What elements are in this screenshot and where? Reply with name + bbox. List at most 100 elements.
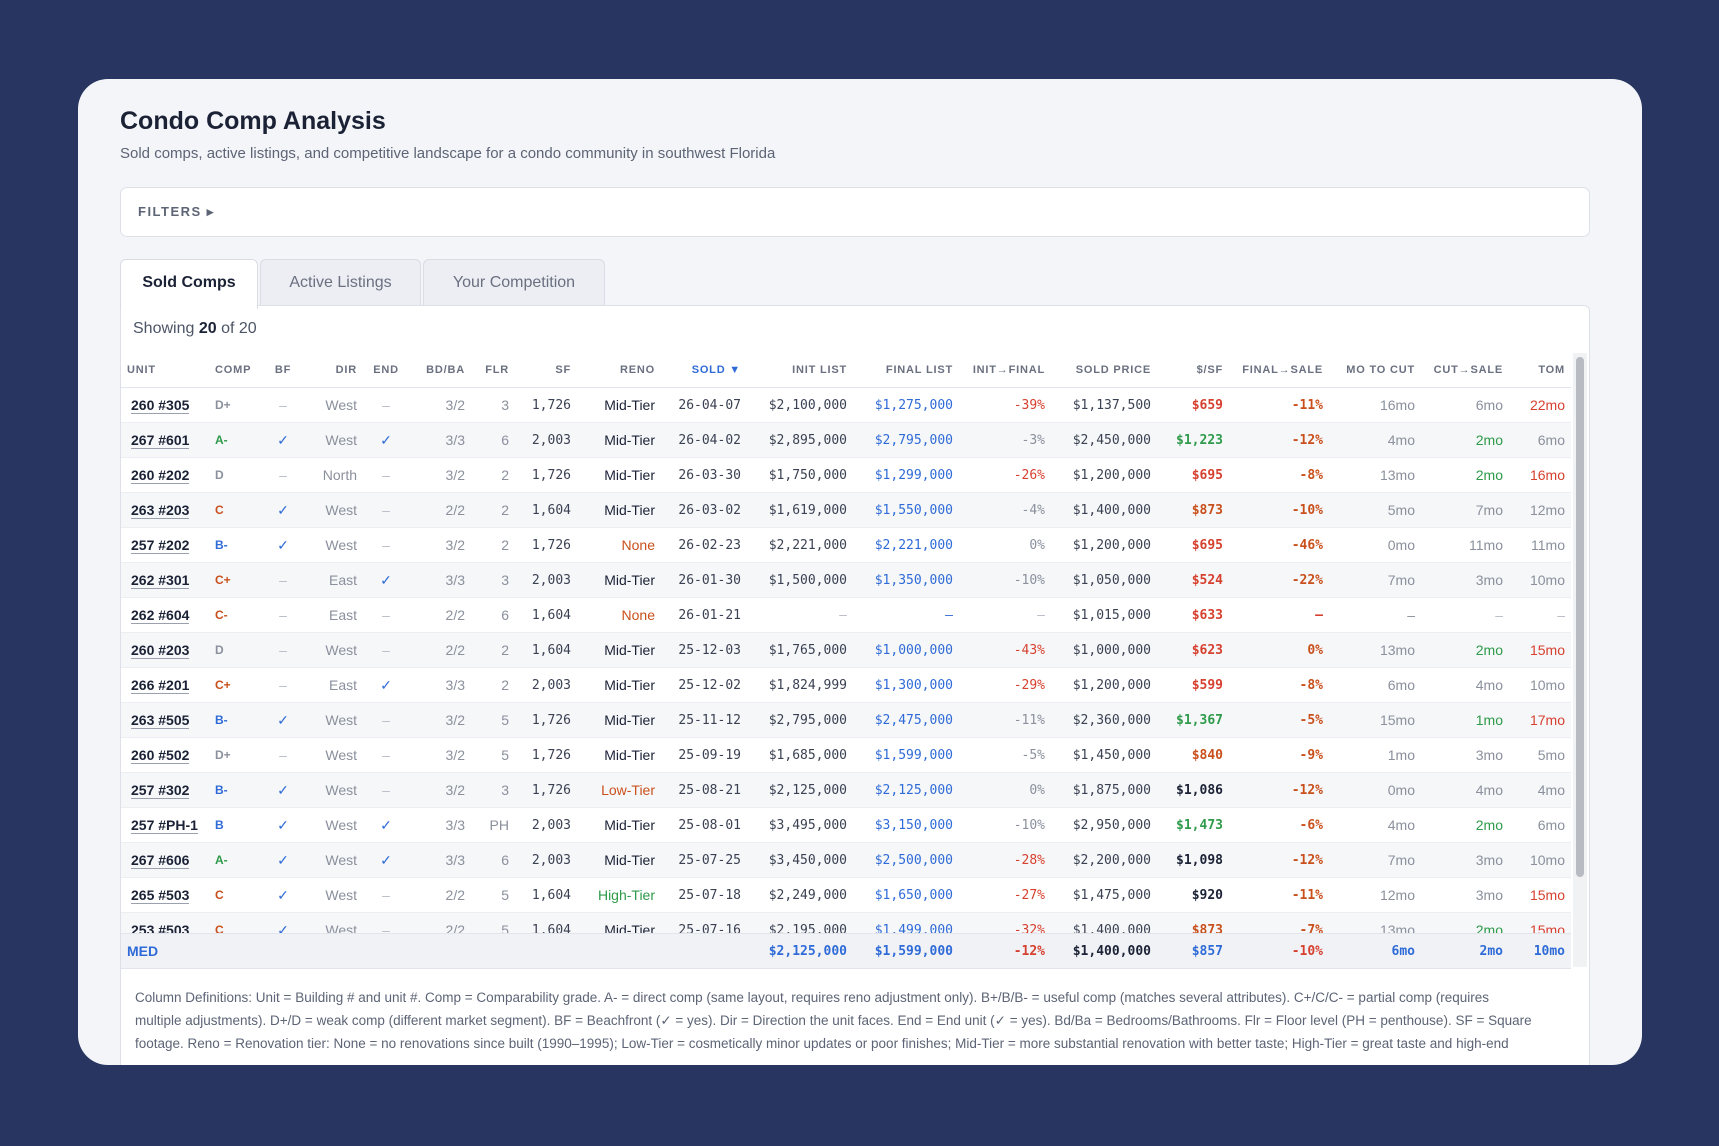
cell-per-sf: $1,098 (1157, 842, 1229, 878)
cell-dir: West (301, 842, 363, 878)
col-header-bdba[interactable]: BD/BA (409, 353, 471, 388)
col-header-sold[interactable]: SOLD ▼ (661, 353, 747, 388)
cell-comp: D (209, 457, 265, 493)
cell-unit[interactable]: 257 #302 (121, 772, 209, 808)
tab-your-competition[interactable]: Your Competition (423, 259, 605, 307)
tab-sold-comps[interactable]: Sold Comps (120, 259, 258, 309)
cell-init-list: $2,100,000 (747, 387, 853, 423)
cell-unit[interactable]: 260 #202 (121, 457, 209, 493)
table-row[interactable]: 260 #305 D+ – West –3/2 3 1,726 Mid-Tier 26-04-0… (121, 387, 1571, 423)
comps-table: UNIT COMP BF DIR END BD/BA FLR SF RENO SOLD ▼ INIT… (121, 353, 1571, 933)
cell-dir: West (301, 527, 363, 563)
cell-dir: West (301, 702, 363, 738)
cell-unit[interactable]: 267 #601 (121, 422, 209, 458)
cell-unit[interactable]: 262 #301 (121, 562, 209, 598)
cell-cut-sale: 2mo (1421, 632, 1509, 668)
table-row[interactable]: 265 #503 C ✓ West –2/2 5 1,604 High-Tier 25-07-1… (121, 877, 1571, 913)
col-header-bf[interactable]: BF (265, 353, 301, 388)
col-header-reno[interactable]: RENO (577, 353, 661, 388)
cell-bdba: 3/2 (409, 737, 471, 773)
cell-unit[interactable]: 262 #604 (121, 597, 209, 633)
cell-unit[interactable]: 260 #203 (121, 632, 209, 668)
table-scrollbar[interactable] (1573, 353, 1587, 967)
table-row[interactable]: 267 #601 A- ✓ West ✓ 3/3 6 2,003 Mid-Tier 26-04-0… (121, 422, 1571, 458)
table-row[interactable]: 262 #604 C- – East –2/2 6 1,604 None 26-01-21– – –… (121, 597, 1571, 633)
cell-final-list: $1,650,000 (853, 877, 959, 913)
col-header-mo-to-cut[interactable]: MO TO CUT (1329, 353, 1421, 388)
filters-panel[interactable]: FILTERS ▸ (120, 187, 1590, 237)
comps-table-scroll[interactable]: UNIT COMP BF DIR END BD/BA FLR SF RENO SOLD ▼ INIT… (121, 353, 1571, 933)
cell-cut-sale: 6mo (1421, 387, 1509, 423)
filters-toggle[interactable]: FILTERS ▸ (138, 204, 215, 219)
cell-bf: ✓ (265, 492, 301, 528)
table-row[interactable]: 263 #203 C ✓ West –2/2 2 1,604 Mid-Tier 26-03-02… (121, 492, 1571, 528)
table-row[interactable]: 257 #302 B- ✓ West –3/2 3 1,726 Low-Tier 25-08-2… (121, 772, 1571, 808)
col-header-init-list[interactable]: INIT LIST (747, 353, 853, 388)
cell-unit[interactable]: 265 #503 (121, 877, 209, 913)
cell-unit[interactable]: 260 #305 (121, 387, 209, 423)
cell-reno: Mid-Tier (577, 492, 661, 528)
col-header-unit[interactable]: UNIT (121, 353, 209, 388)
table-row[interactable]: 263 #505 B- ✓ West –3/2 5 1,726 Mid-Tier 25-11-1… (121, 702, 1571, 738)
median-cell-unit: MED (127, 943, 159, 959)
cell-unit[interactable]: 253 #503 (121, 912, 209, 933)
table-row[interactable]: 262 #301 C+ – East ✓ 3/3 3 2,003 Mid-Tier 26-01-3… (121, 562, 1571, 598)
cell-end: – (363, 457, 409, 493)
col-header-sold-price[interactable]: SOLD PRICE (1051, 353, 1157, 388)
table-row[interactable]: 260 #202 D – North –3/2 2 1,726 Mid-Tier 26-03-3… (121, 457, 1571, 493)
cell-bdba: 2/2 (409, 597, 471, 633)
cell-reno: Mid-Tier (577, 667, 661, 703)
cell-unit[interactable]: 257 #202 (121, 527, 209, 563)
cell-flr: 2 (471, 527, 515, 563)
col-header-flr[interactable]: FLR (471, 353, 515, 388)
cell-sf: 1,726 (515, 387, 577, 423)
col-header-cut-sale[interactable]: CUT→SALE (1421, 353, 1509, 388)
tab-active-listings[interactable]: Active Listings (260, 259, 421, 307)
cell-unit[interactable]: 263 #505 (121, 702, 209, 738)
cell-init-list: $3,450,000 (747, 842, 853, 878)
cell-per-sf: $623 (1157, 632, 1229, 668)
cell-dir: North (301, 457, 363, 493)
table-row[interactable]: 267 #606 A- ✓ West ✓ 3/3 6 2,003 Mid-Tier 25-07-2… (121, 842, 1571, 878)
table-row[interactable]: 266 #201 C+ – East ✓ 3/3 2 2,003 Mid-Tier 25-12-0… (121, 667, 1571, 703)
col-header-comp[interactable]: COMP (209, 353, 265, 388)
cell-init-list: $1,685,000 (747, 737, 853, 773)
table-row[interactable]: 260 #502 D+ – West –3/2 5 1,726 Mid-Tier 25-09-1… (121, 737, 1571, 773)
table-row[interactable]: 257 #PH-1 B ✓ West ✓ 3/3 PH 2,003 Mid-Tier 25-08-… (121, 807, 1571, 843)
cell-cut-sale: 3mo (1421, 562, 1509, 598)
col-header-final-sale[interactable]: FINAL→SALE (1229, 353, 1329, 388)
cell-bdba: 3/3 (409, 667, 471, 703)
col-header-per-sf[interactable]: $/SF (1157, 353, 1229, 388)
cell-unit[interactable]: 257 #PH-1 (121, 807, 209, 843)
cell-unit[interactable]: 267 #606 (121, 842, 209, 878)
cell-sold-price: $2,200,000 (1051, 842, 1157, 878)
col-header-tom[interactable]: TOM (1509, 353, 1571, 388)
col-header-dir[interactable]: DIR (301, 353, 363, 388)
cell-init-list: $2,895,000 (747, 422, 853, 458)
scrollbar-thumb[interactable] (1576, 357, 1584, 877)
col-header-final-list[interactable]: FINAL LIST (853, 353, 959, 388)
cell-tom: 6mo (1509, 807, 1571, 843)
table-row[interactable]: 257 #202 B- ✓ West –3/2 2 1,726 None 26-02-23 $2,… (121, 527, 1571, 563)
cell-sold: 26-01-30 (661, 562, 747, 598)
table-row[interactable]: 253 #503 C ✓ West –2/2 5 1,604 Mid-Tier 25-07-16… (121, 912, 1571, 933)
col-header-init-final[interactable]: INIT→FINAL (959, 353, 1051, 388)
cell-bdba: 3/2 (409, 702, 471, 738)
cell-sold: 25-12-02 (661, 667, 747, 703)
cell-sf: 1,604 (515, 632, 577, 668)
col-header-sf[interactable]: SF (515, 353, 577, 388)
cell-unit[interactable]: 260 #502 (121, 737, 209, 773)
cell-tom: 12mo (1509, 492, 1571, 528)
cell-reno: Mid-Tier (577, 807, 661, 843)
cell-mo-to-cut: 5mo (1329, 492, 1421, 528)
table-row[interactable]: 260 #203 D – West –2/2 2 1,604 Mid-Tier 25-12-03… (121, 632, 1571, 668)
cell-tom: 17mo (1509, 702, 1571, 738)
median-cell-init-final: -12% (1013, 943, 1045, 959)
cell-per-sf: $873 (1157, 912, 1229, 933)
cell-comp: C (209, 912, 265, 933)
cell-unit[interactable]: 263 #203 (121, 492, 209, 528)
cell-sold-price: $2,360,000 (1051, 702, 1157, 738)
col-header-end[interactable]: END (363, 353, 409, 388)
cell-unit[interactable]: 266 #201 (121, 667, 209, 703)
cell-mo-to-cut: 0mo (1329, 772, 1421, 808)
